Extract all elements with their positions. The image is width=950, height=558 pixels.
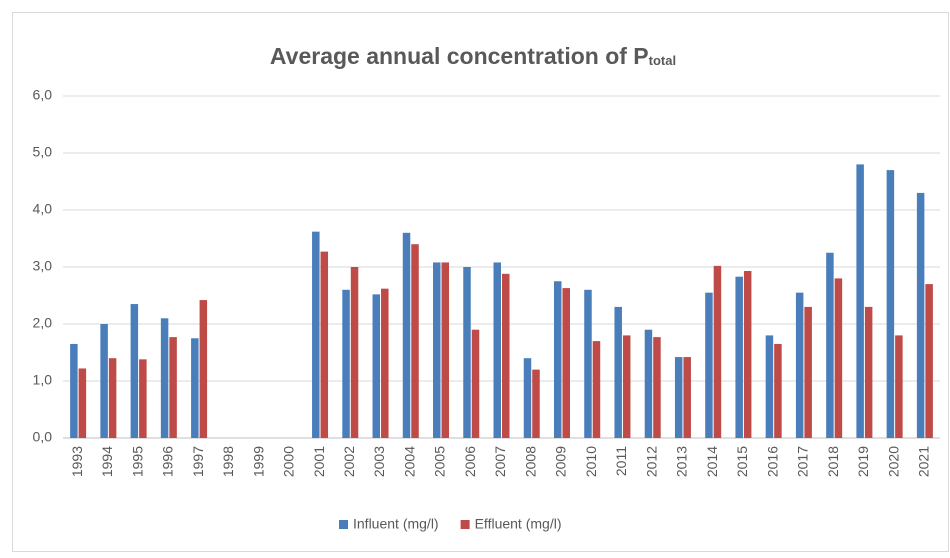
- bar: [653, 337, 661, 438]
- bar: [532, 369, 540, 438]
- bar: [683, 357, 691, 438]
- x-tick-label: 2006: [462, 446, 478, 477]
- x-tick-label: 2012: [643, 446, 659, 477]
- bar: [320, 251, 329, 438]
- bar: [584, 289, 592, 438]
- bar: [705, 292, 713, 438]
- x-tick-label: 2002: [341, 446, 357, 477]
- bar: [925, 284, 933, 438]
- bar: [130, 304, 139, 438]
- legend-label: Influent (mg/l): [353, 516, 439, 532]
- title-main: Average annual concentration of P: [270, 43, 649, 69]
- y-tick-label: 6,0: [33, 87, 53, 103]
- bar: [312, 231, 320, 438]
- bar: [502, 273, 510, 438]
- y-tick-label: 3,0: [33, 258, 53, 274]
- bar: [471, 329, 480, 438]
- bar: [78, 368, 87, 438]
- title-subscript: total: [649, 53, 676, 68]
- x-tick-label: 1995: [129, 446, 145, 477]
- bar: [804, 306, 812, 438]
- legend-swatch: [460, 520, 470, 529]
- y-tick-label: 1,0: [33, 372, 53, 388]
- x-tick-label: 2008: [522, 446, 538, 477]
- bar: [381, 288, 389, 438]
- bar: [191, 338, 199, 438]
- bar: [614, 306, 622, 438]
- bar: [674, 357, 683, 438]
- y-tick-label: 0,0: [33, 429, 53, 445]
- chart-title: Average annual concentration of Ptotal: [270, 43, 676, 69]
- chart-frame: [12, 12, 949, 552]
- bar: [713, 265, 722, 438]
- bar: [562, 288, 570, 438]
- x-tick-label: 2021: [916, 446, 932, 477]
- x-tick-label: 1999: [250, 446, 266, 477]
- bar: [743, 270, 752, 438]
- bar: [916, 192, 925, 438]
- bar: [774, 343, 782, 438]
- bar: [826, 252, 834, 438]
- bar: [795, 292, 804, 438]
- x-tick-label: 2014: [704, 446, 720, 477]
- x-tick-label: 2017: [795, 446, 811, 477]
- bar: [169, 337, 177, 438]
- y-tick-label: 4,0: [33, 201, 53, 217]
- bar: [433, 262, 441, 438]
- bar: [160, 318, 169, 438]
- x-tick-label: 2011: [613, 446, 629, 476]
- x-tick-label: 2001: [311, 446, 327, 477]
- bar: [886, 170, 895, 438]
- y-tick-label: 5,0: [33, 144, 53, 160]
- x-tick-label: 2009: [553, 446, 569, 477]
- bar: [350, 267, 359, 438]
- x-tick-label: 2005: [432, 446, 448, 477]
- bar: [199, 300, 208, 438]
- x-tick-label: 1994: [99, 446, 115, 477]
- bar: [100, 324, 108, 438]
- x-tick-label: 1996: [160, 446, 176, 477]
- x-tick-label: 1997: [190, 446, 206, 477]
- x-tick-label: 2019: [855, 446, 871, 477]
- legend-swatch: [339, 520, 348, 529]
- x-tick-label: 1993: [69, 446, 85, 477]
- x-tick-label: 2007: [492, 446, 508, 477]
- legend-label: Effluent (mg/l): [475, 516, 562, 532]
- bar: [372, 294, 381, 438]
- bar: [441, 262, 450, 438]
- bar: [553, 281, 562, 438]
- x-tick-label: 2018: [825, 446, 841, 477]
- bar: [523, 358, 532, 438]
- bar: [108, 358, 117, 438]
- x-tick-label: 2000: [281, 446, 297, 477]
- bar: [139, 359, 147, 438]
- bar: [895, 335, 903, 438]
- bar: [342, 289, 350, 438]
- x-tick-label: 2004: [401, 446, 417, 477]
- x-tick-label: 2016: [764, 446, 780, 477]
- bar: [70, 343, 78, 438]
- x-tick-label: 2015: [734, 446, 750, 477]
- bar: [864, 306, 873, 438]
- bar: [834, 278, 843, 438]
- y-tick-label: 2,0: [33, 315, 53, 331]
- bar: [402, 232, 411, 438]
- bar: [411, 244, 419, 438]
- x-tick-label: 1998: [220, 446, 236, 477]
- bar: [735, 276, 743, 438]
- x-tick-label: 2010: [583, 446, 599, 477]
- x-tick-label: 2003: [371, 446, 387, 477]
- bar: [644, 329, 653, 438]
- bar: [463, 267, 471, 438]
- x-tick-label: 2020: [885, 446, 901, 477]
- bar: [493, 262, 501, 438]
- bar: [856, 164, 864, 438]
- bar: [765, 335, 774, 438]
- bar: [622, 335, 631, 438]
- bar: [592, 341, 601, 438]
- x-tick-label: 2013: [674, 446, 690, 477]
